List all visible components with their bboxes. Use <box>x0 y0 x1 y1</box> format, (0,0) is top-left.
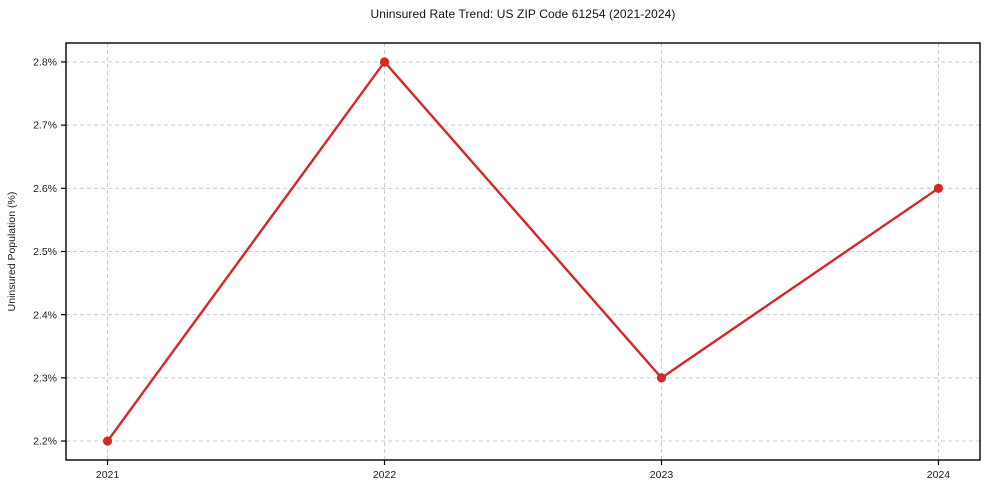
data-point-marker <box>933 183 944 193</box>
data-point-marker <box>656 373 667 383</box>
chart-title: Uninsured Rate Trend: US ZIP Code 61254 … <box>370 7 676 21</box>
y-tick-label: 2.4% <box>33 309 57 321</box>
y-tick-label: 2.3% <box>33 372 57 384</box>
x-tick-label: 2022 <box>373 469 397 481</box>
data-point-marker <box>102 436 113 446</box>
x-tick-label: 2023 <box>650 469 674 481</box>
y-tick-label: 2.7% <box>33 120 57 132</box>
y-tick-label: 2.6% <box>33 183 57 195</box>
y-tick-label: 2.8% <box>33 57 57 69</box>
y-tick-label: 2.2% <box>33 436 57 448</box>
data-point-marker <box>379 57 390 67</box>
x-tick-label: 2024 <box>927 469 951 481</box>
y-tick-label: 2.5% <box>33 246 57 258</box>
x-tick-label: 2021 <box>96 469 120 481</box>
trend-line <box>106 60 940 443</box>
y-axis-label: Uninsured Population (%) <box>6 192 18 312</box>
